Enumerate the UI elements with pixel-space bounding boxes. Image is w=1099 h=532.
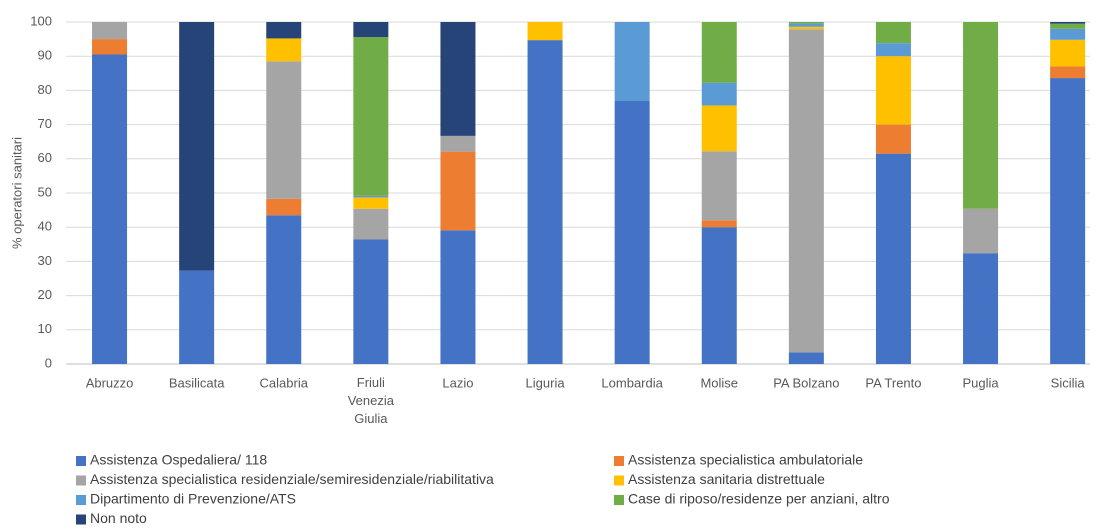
bar-segment: [875, 56, 911, 125]
bar-segment: [875, 43, 911, 57]
y-tick-label: 70: [38, 116, 52, 131]
bar-segment: [701, 105, 737, 152]
bar-segment: [1050, 28, 1086, 40]
x-tick-label: Sicilia: [1051, 375, 1086, 390]
bar-segment: [701, 227, 737, 364]
bar-segment: [527, 40, 563, 364]
y-tick-label: 80: [38, 82, 52, 97]
bar-segment: [701, 151, 737, 221]
bar-segment: [266, 198, 302, 216]
bar-segment: [1050, 66, 1086, 79]
bar-segment: [179, 22, 215, 271]
bar-segment: [788, 352, 824, 364]
bar-segment: [1050, 39, 1086, 67]
bar-segment: [266, 61, 302, 199]
y-axis-label: % operatori sanitari: [9, 137, 24, 249]
bar-segment: [353, 197, 389, 209]
bar-segment: [875, 22, 911, 44]
legend-swatch: [614, 495, 624, 505]
x-tick-label: Abruzzo: [86, 375, 134, 390]
legend-label: Dipartimento di Prevenzione/ATS: [90, 491, 296, 507]
x-tick-label: Puglia: [962, 375, 999, 390]
x-tick-label: PA Trento: [865, 375, 921, 390]
bar-segment: [788, 29, 824, 353]
bar-segment: [1050, 22, 1086, 24]
legend-swatch: [76, 456, 86, 466]
bar-segment: [353, 37, 389, 196]
bar-segment: [788, 26, 824, 30]
bar-segment: [875, 153, 911, 364]
y-tick-label: 10: [38, 321, 52, 336]
bar-segment: [353, 195, 389, 198]
y-tick-label: 40: [38, 219, 52, 234]
x-tick-label: Basilicata: [169, 375, 225, 390]
x-tick-label: Calabria: [260, 375, 309, 390]
legend-label: Case di riposo/residenze per anziani, al…: [628, 491, 890, 507]
x-tick-label: Friuli Venezia Giulia: [348, 375, 395, 426]
legend-label: Assistenza specialistica residenziale/se…: [90, 471, 494, 487]
bar-segment: [527, 22, 563, 41]
bar-segment: [440, 230, 476, 364]
bar-segment: [92, 54, 128, 365]
y-tick-label: 90: [38, 48, 52, 63]
x-tick-label: Lombardia: [601, 375, 663, 390]
bar-segment: [875, 124, 911, 154]
x-tick-label: PA Bolzano: [773, 375, 839, 390]
legend-label: Assistenza Ospedaliera/ 118: [90, 452, 267, 468]
bar-segment: [701, 22, 737, 83]
legend-swatch: [614, 456, 624, 466]
legend-swatch: [76, 514, 86, 525]
legend-swatch: [614, 475, 624, 486]
legend-label: Assistenza sanitaria distrettuale: [628, 471, 825, 487]
y-tick-label: 30: [38, 253, 52, 268]
bar-segment: [179, 270, 215, 364]
y-tick-label: 20: [38, 287, 52, 302]
bar-segment: [963, 253, 999, 364]
bar-segment: [92, 39, 128, 55]
bar-segment: [353, 208, 389, 240]
y-tick-label: 100: [30, 13, 52, 28]
bar-segment: [788, 22, 824, 24]
x-tick-label: Liguria: [526, 375, 566, 390]
bar-segment: [1050, 78, 1086, 364]
legend-label: Assistenza specialistica ambulatoriale: [628, 452, 863, 468]
bar-segment: [1050, 23, 1086, 29]
bar-segment: [266, 215, 302, 364]
bar-segment: [353, 22, 389, 38]
y-tick-label: 50: [38, 184, 52, 199]
legend-swatch: [76, 495, 86, 505]
bar-segment: [353, 239, 389, 364]
bar-segment: [963, 208, 999, 254]
x-tick-label: Molise: [700, 375, 738, 390]
bar-segment: [440, 151, 476, 231]
bar-segment: [440, 135, 476, 152]
bar-segment: [614, 101, 650, 364]
y-tick-label: 0: [45, 355, 52, 370]
bar-segment: [701, 220, 737, 228]
x-tick-label: Lazio: [442, 375, 473, 390]
bar-segment: [963, 22, 999, 209]
bar-segment: [788, 23, 824, 27]
y-tick-label: 60: [38, 150, 52, 165]
bar-segment: [266, 22, 302, 39]
bar-segment: [92, 22, 128, 40]
bar-segment: [440, 22, 476, 136]
bar-segment: [266, 38, 302, 62]
bar-segment: [614, 22, 650, 102]
bar-segment: [701, 82, 737, 106]
legend-label: Non noto: [90, 510, 147, 526]
legend-swatch: [76, 475, 86, 486]
